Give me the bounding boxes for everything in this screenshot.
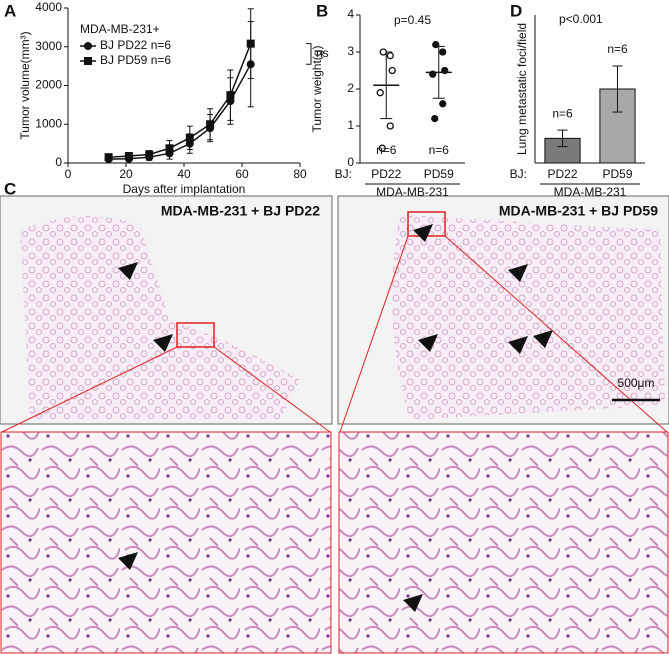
marker bbox=[104, 153, 113, 162]
data-point bbox=[441, 66, 449, 75]
annotation: ns bbox=[316, 46, 329, 60]
legend-label: BJ PD59 n=6 bbox=[100, 53, 171, 67]
marker bbox=[84, 57, 92, 65]
x-tick-label: PD22 bbox=[547, 167, 577, 181]
tissue bbox=[392, 215, 665, 420]
y-axis-label: Lung metastatic foci/field bbox=[515, 23, 529, 155]
value-label: n=6 bbox=[607, 42, 628, 56]
x-tick-label: PD59 bbox=[424, 167, 454, 181]
legend-label: BJ PD22 n=6 bbox=[100, 38, 171, 52]
group-label: MDA-MB-231 bbox=[376, 185, 449, 199]
scale-bar-label: 500μm bbox=[618, 376, 655, 390]
panel-label: C bbox=[4, 179, 16, 198]
marker bbox=[145, 150, 154, 159]
data-point bbox=[388, 66, 396, 75]
y-tick-label: 3 bbox=[347, 44, 354, 58]
value-label: n=6 bbox=[552, 106, 573, 120]
y-tick-label: 1 bbox=[347, 118, 354, 132]
zoom-image bbox=[0, 431, 332, 654]
n-label: n=6 bbox=[429, 143, 450, 157]
data-point bbox=[429, 70, 437, 78]
y-tick-label: 0 bbox=[347, 155, 354, 169]
y-tick-label: 1000 bbox=[35, 116, 62, 130]
y-tick-label: 4 bbox=[347, 7, 354, 21]
data-point bbox=[379, 48, 387, 56]
data-point bbox=[376, 89, 384, 97]
y-tick-label: 3000 bbox=[35, 39, 62, 53]
y-tick-label: 4000 bbox=[35, 0, 62, 14]
marker bbox=[185, 133, 194, 142]
x-tick-label: 40 bbox=[177, 167, 191, 181]
image-title: MDA-MB-231 + BJ PD59 bbox=[499, 203, 658, 219]
group-prefix: BJ: bbox=[510, 167, 527, 181]
x-axis-label: Days after implantation bbox=[123, 182, 246, 196]
zoom-box bbox=[176, 322, 215, 348]
zoom-line bbox=[213, 346, 331, 433]
marker bbox=[226, 91, 235, 100]
x-tick-label: 20 bbox=[119, 167, 133, 181]
micrographs: MDA-MB-231 + BJ PD22 MDA-MB-231 + BJ PD5… bbox=[0, 195, 669, 654]
panel-label: A bbox=[4, 1, 16, 20]
x-tick-label: PD22 bbox=[371, 167, 401, 181]
series-line bbox=[108, 63, 252, 160]
zoom-image bbox=[338, 431, 669, 654]
marker bbox=[165, 144, 174, 153]
x-tick-label: 60 bbox=[235, 167, 249, 181]
data-point bbox=[439, 48, 447, 56]
tissue bbox=[20, 216, 300, 420]
data-point bbox=[439, 100, 447, 108]
marker bbox=[124, 152, 133, 161]
data-point bbox=[431, 114, 439, 123]
y-axis-label: Tumor weight(g) bbox=[310, 46, 324, 133]
x-tick-label: 0 bbox=[65, 167, 72, 181]
panel-label: B bbox=[316, 1, 328, 20]
legend-title: MDA-MB-231+ bbox=[80, 22, 160, 36]
data-point bbox=[386, 52, 394, 60]
zoom-line bbox=[339, 235, 409, 433]
y-tick-label: 2 bbox=[347, 81, 354, 95]
group-label: MDA-MB-231 bbox=[554, 185, 627, 199]
panel-label: D bbox=[510, 1, 522, 20]
data-point bbox=[378, 144, 386, 152]
bracket bbox=[306, 43, 312, 65]
image-title: MDA-MB-231 + BJ PD22 bbox=[161, 203, 320, 219]
annotation: p<0.001 bbox=[559, 12, 603, 26]
annotation: p=0.45 bbox=[394, 13, 431, 27]
x-tick-label: PD59 bbox=[602, 167, 632, 181]
data-point bbox=[432, 40, 440, 49]
marker bbox=[84, 42, 92, 50]
y-tick-label: 0 bbox=[55, 155, 62, 169]
zoom-line bbox=[1, 346, 178, 433]
data-point bbox=[386, 122, 394, 130]
group-prefix: BJ: bbox=[335, 167, 352, 181]
n-label: n=6 bbox=[376, 143, 397, 157]
marker bbox=[246, 39, 255, 48]
y-axis-label: Tumor volume(mm³) bbox=[18, 31, 32, 139]
x-tick-label: 80 bbox=[293, 167, 307, 181]
marker bbox=[206, 120, 215, 129]
y-tick-label: 2000 bbox=[35, 78, 62, 92]
